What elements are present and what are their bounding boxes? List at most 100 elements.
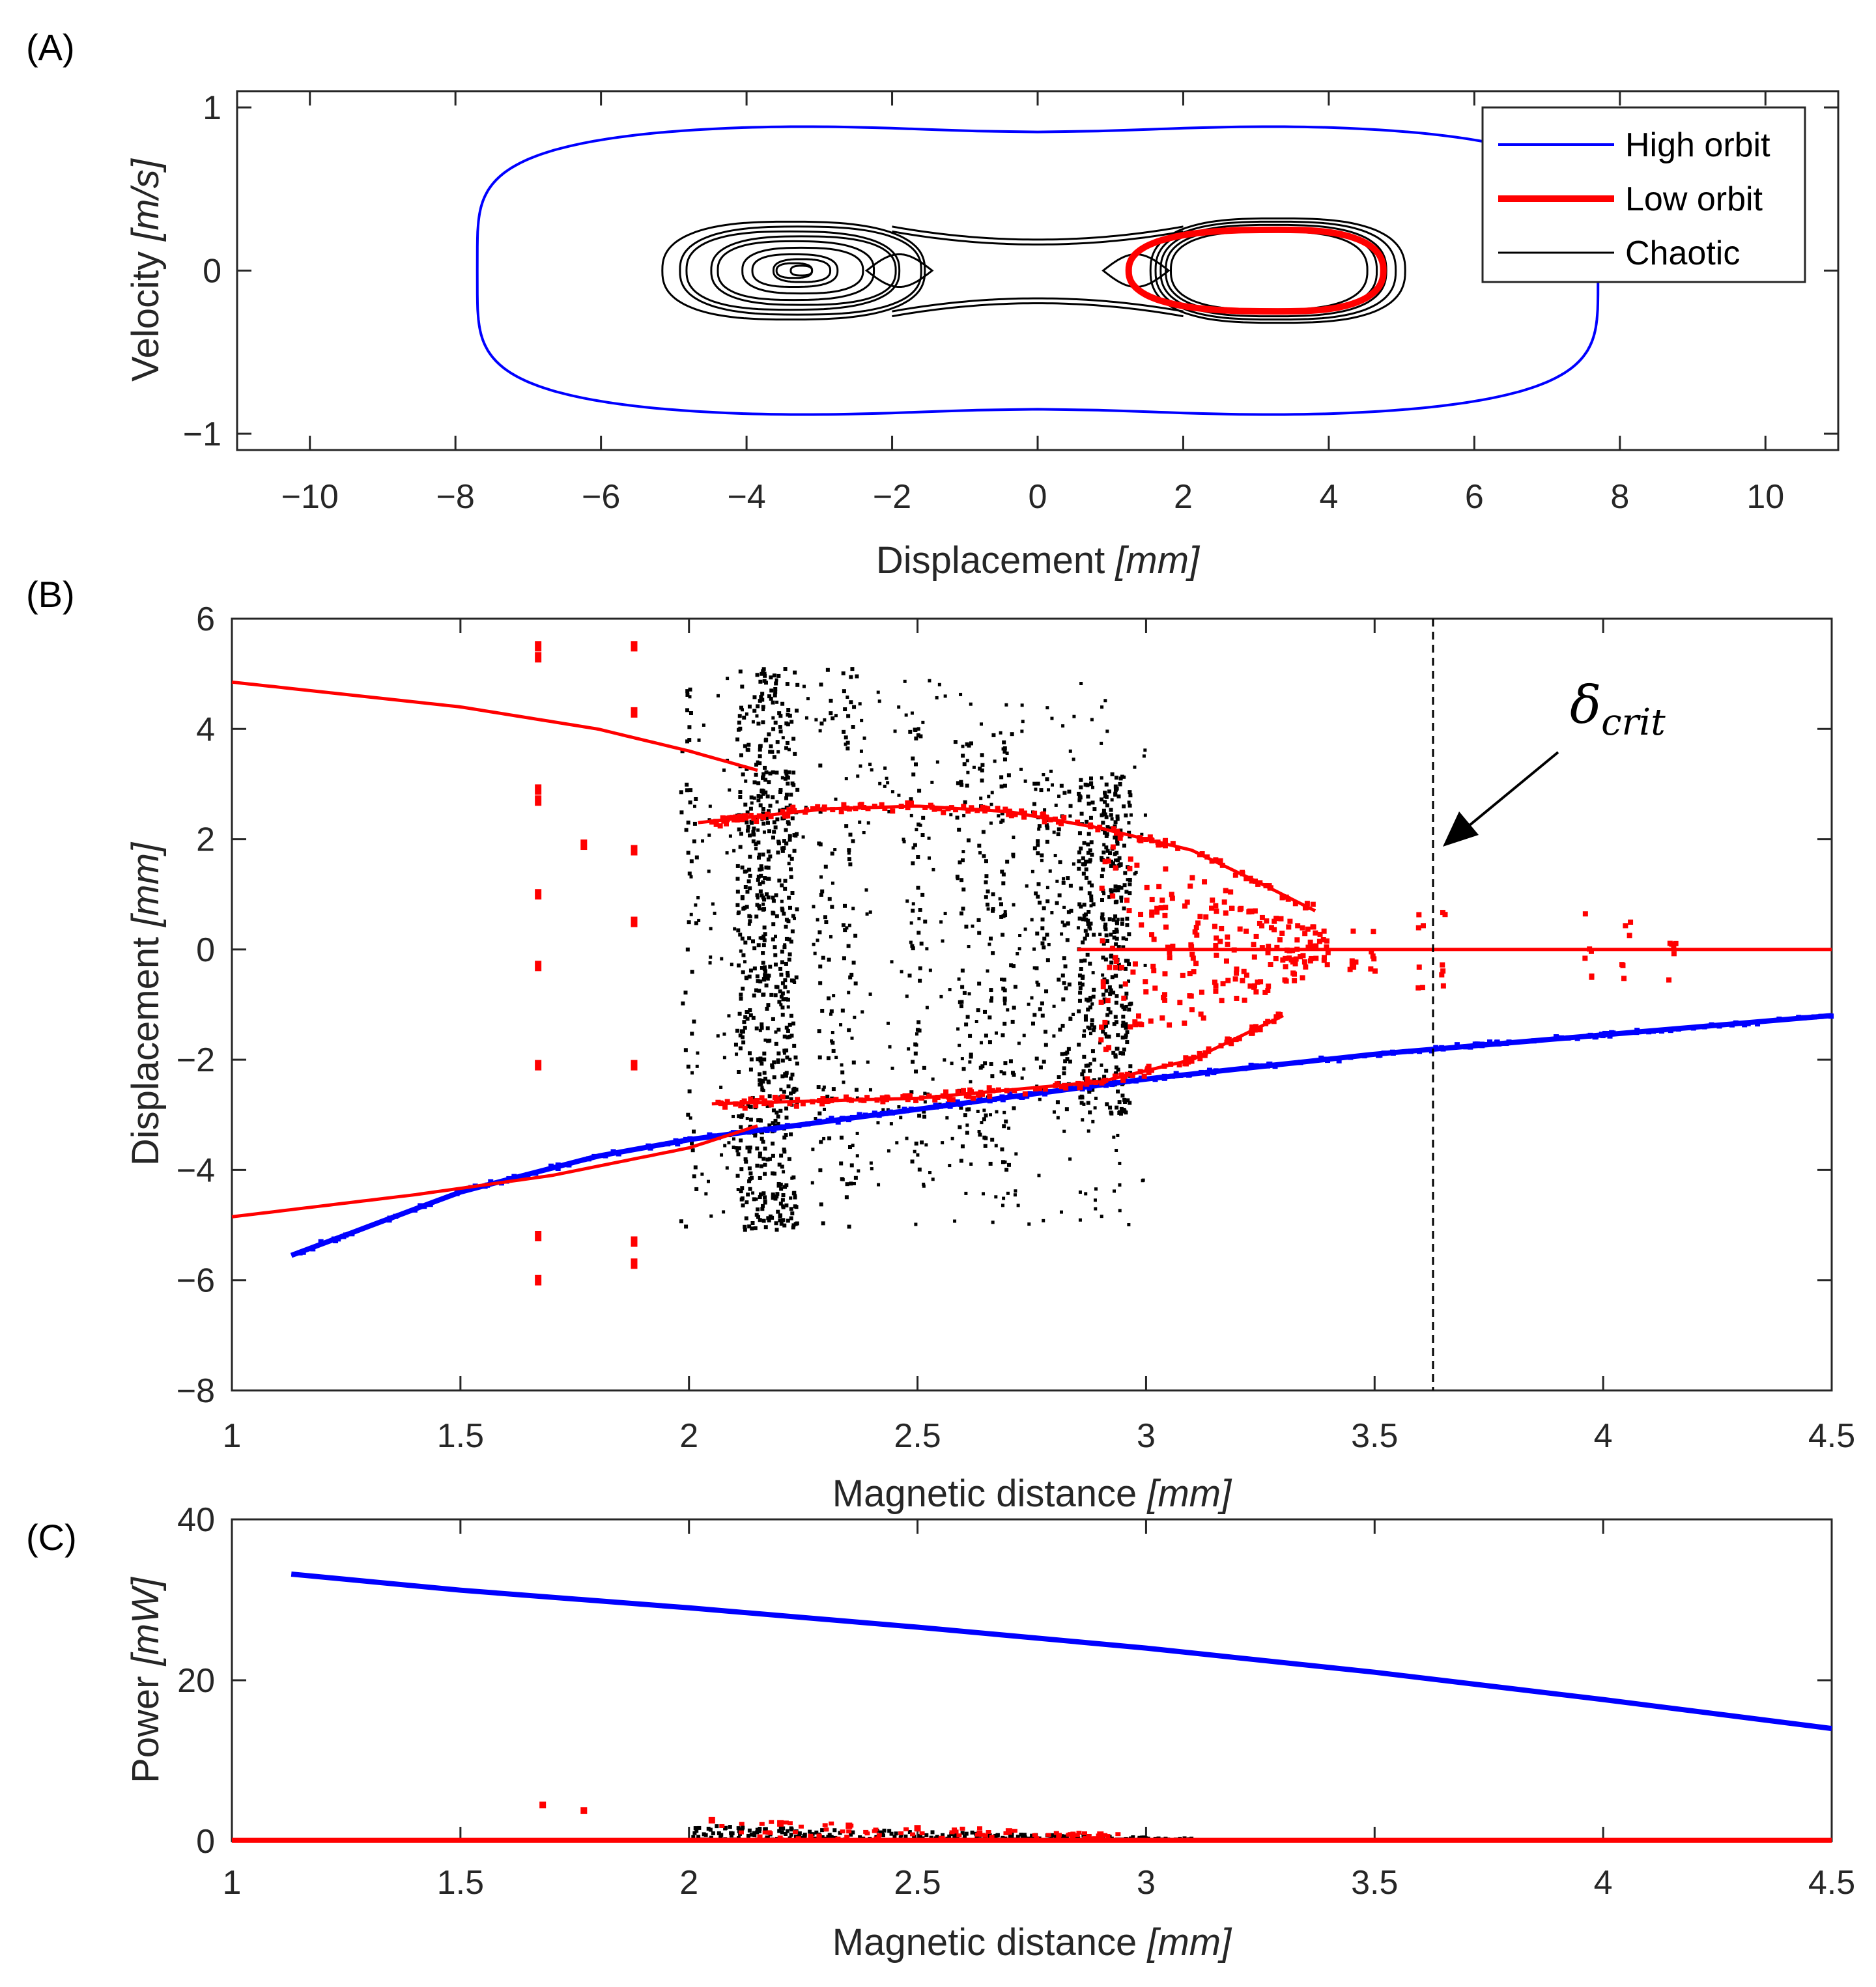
high-orbit-point (1125, 1078, 1131, 1084)
chaotic-point (943, 1058, 946, 1062)
chaotic-point (1081, 1118, 1085, 1122)
chaotic-point (851, 961, 856, 965)
high-orbit-point (333, 1238, 339, 1244)
chaotic-point (849, 1163, 854, 1168)
chaotic-point (984, 1113, 988, 1118)
intra-well-lower-point (1191, 1054, 1197, 1060)
chaotic-point (829, 711, 833, 716)
red-scatter-point (1151, 937, 1157, 942)
red-scatter-point (1110, 893, 1116, 899)
chaotic-point (739, 753, 743, 757)
chaotic-power-point (970, 1830, 974, 1835)
chaotic-point (1002, 1110, 1006, 1114)
high-orbit-point (1199, 1069, 1204, 1075)
chaotic-point (969, 1080, 973, 1084)
high-orbit-point (902, 1106, 907, 1112)
chaotic-point (1127, 821, 1131, 825)
chaotic-point (1118, 1110, 1122, 1114)
chaotic-point (866, 821, 870, 825)
high-orbit-point (1336, 1058, 1342, 1064)
chaotic-point (817, 841, 821, 846)
chaotic-point (685, 947, 690, 951)
chaotic-point (853, 933, 858, 938)
chaotic-point (1082, 1054, 1087, 1059)
intra-well-lower-point (986, 1085, 992, 1091)
chaotic-point (743, 1228, 747, 1232)
chaotic-point (761, 943, 766, 948)
chaotic-point (859, 749, 863, 753)
red-scatter-point (1148, 1018, 1154, 1024)
chaotic-point (767, 809, 771, 813)
chaotic-point (831, 1041, 835, 1045)
chaotic-point (1128, 1064, 1133, 1069)
panel-c-xlabel-main: Magnetic distance (832, 1921, 1148, 1964)
chaotic-point (780, 1058, 785, 1063)
high-orbit-point (533, 1170, 539, 1176)
chaotic-point (745, 1146, 750, 1150)
red-window-point (1349, 962, 1355, 968)
chaotic-point (862, 736, 866, 740)
red-scatter-point (1199, 989, 1204, 995)
high-orbit-point (1634, 1028, 1640, 1034)
chaotic-point (780, 1164, 784, 1169)
red-scatter-point (1156, 884, 1162, 890)
high-orbit-point (1586, 1033, 1592, 1039)
chaotic-point (1113, 914, 1118, 919)
chaotic-point (956, 1027, 960, 1031)
red-power-point (793, 1830, 799, 1835)
chaotic-point (1103, 927, 1108, 931)
red-scatter-point (1266, 944, 1272, 950)
chaotic-power-point (706, 1826, 711, 1831)
chaotic-point (785, 682, 789, 686)
red-scatter-point (1149, 897, 1155, 903)
chaotic-point (990, 1137, 995, 1142)
chaotic-point (765, 794, 770, 798)
chaotic-point (788, 905, 793, 910)
intra-well-lower-point (750, 1099, 756, 1105)
chaotic-point (1006, 1163, 1011, 1167)
chaotic-point (786, 708, 791, 712)
chaotic-point (1087, 910, 1091, 914)
chaotic-point (1100, 776, 1103, 780)
chaotic-point (935, 760, 939, 764)
chaotic-point (814, 718, 818, 722)
chaotic-point (1049, 769, 1053, 773)
intra-well-lower-point (722, 1104, 728, 1110)
red-scatter-point (1167, 950, 1172, 955)
chaotic-point (1115, 937, 1119, 941)
chaotic-point (897, 705, 901, 709)
high-orbit-point (1323, 1056, 1329, 1062)
chaotic-power-point (903, 1834, 908, 1839)
intra-well-lower-point (1186, 1059, 1191, 1065)
intra-well-lower-point (820, 1096, 826, 1102)
red-scatter-point (1272, 927, 1277, 933)
chaotic-point (1125, 1030, 1130, 1034)
chaotic-point (1087, 1129, 1090, 1133)
chaotic-power-point (849, 1833, 853, 1837)
chaotic-point (1113, 791, 1118, 796)
chaotic-point (1065, 1057, 1070, 1062)
chaotic-point (1121, 936, 1126, 940)
red-scatter-point (1105, 998, 1111, 1004)
red-scatter-point (1134, 862, 1140, 868)
chaotic-point (1088, 922, 1093, 926)
chaotic-power-point (708, 1827, 713, 1832)
chaotic-point (788, 838, 792, 842)
chaotic-point (902, 839, 906, 843)
chaotic-point (1086, 1064, 1090, 1068)
red-power-point (1115, 1832, 1121, 1837)
chaotic-point (779, 1088, 783, 1092)
chaotic-point (780, 1198, 785, 1202)
chaotic-point (918, 908, 922, 912)
chaotic-point (777, 711, 782, 716)
chaotic-point (761, 951, 765, 955)
chaotic-point (780, 950, 784, 954)
intra-well-upper-point (713, 819, 719, 824)
chaotic-point (1141, 1178, 1145, 1182)
chaotic-point (920, 833, 925, 838)
high-orbit-point (1138, 1075, 1144, 1081)
chaotic-point (716, 694, 720, 698)
chaotic-point (789, 1034, 794, 1038)
chaotic-point (1106, 1007, 1111, 1011)
chaotic-point (1115, 1105, 1119, 1110)
